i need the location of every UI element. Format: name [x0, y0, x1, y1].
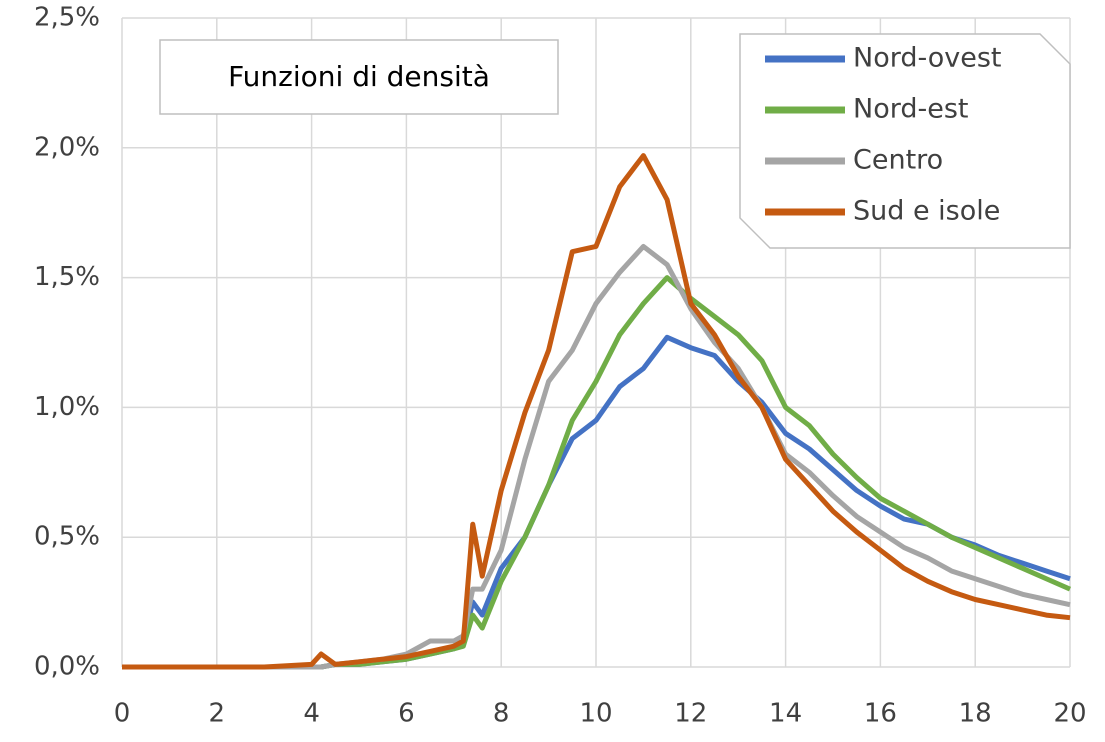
x-tick-label: 14	[769, 699, 802, 729]
plot	[122, 153, 1072, 670]
x-tick-label: 0	[114, 699, 131, 729]
x-tick-label: 8	[493, 699, 510, 729]
y-tick-label: 1,0%	[34, 392, 100, 422]
series-line	[122, 153, 1071, 670]
y-tick-label: 1,5%	[34, 262, 100, 292]
y-tick-label: 2,5%	[34, 3, 100, 33]
x-tick-label: 10	[579, 699, 612, 729]
y-tick-label: 0,5%	[34, 522, 100, 552]
legend-label: Nord-est	[853, 94, 969, 125]
x-tick-label: 2	[209, 699, 226, 729]
title-box	[159, 39, 559, 115]
x-tick-label: 4	[303, 699, 320, 729]
y-tick-label: 2,0%	[34, 132, 100, 162]
chart-title: Funzioni di densità	[228, 60, 490, 93]
x-tick-label: 20	[1053, 699, 1086, 729]
x-tick-label: 18	[959, 699, 992, 729]
x-tick-label: 16	[864, 699, 897, 729]
legend-label: Sud e isole	[853, 196, 1000, 227]
legend-label: Nord-ovest	[853, 43, 1002, 74]
grid	[121, 17, 1071, 668]
x-tick-label: 6	[398, 699, 415, 729]
legend: Nord-ovest Nord-est Centro Sud e isole	[739, 33, 1071, 249]
y-tick-label: 0,0%	[34, 652, 100, 682]
x-tick-label: 12	[674, 699, 707, 729]
legend-box	[739, 33, 1071, 249]
legend-label: Centro	[853, 145, 943, 176]
